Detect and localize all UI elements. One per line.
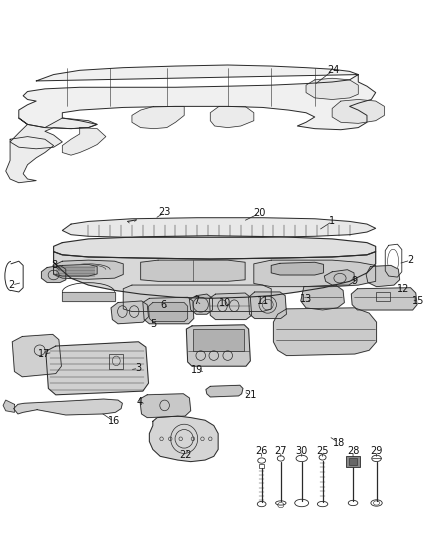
- Polygon shape: [10, 118, 97, 149]
- Polygon shape: [6, 136, 53, 183]
- Bar: [259, 464, 264, 468]
- Polygon shape: [111, 301, 148, 324]
- Polygon shape: [62, 217, 376, 237]
- Polygon shape: [62, 292, 115, 301]
- Text: 7: 7: [193, 296, 199, 306]
- Text: 19: 19: [191, 365, 203, 375]
- Polygon shape: [14, 399, 122, 415]
- Text: 30: 30: [296, 446, 308, 456]
- Polygon shape: [249, 292, 286, 318]
- Polygon shape: [306, 78, 358, 100]
- Polygon shape: [273, 308, 377, 356]
- Polygon shape: [186, 325, 251, 366]
- Text: 22: 22: [179, 450, 191, 460]
- Polygon shape: [206, 385, 243, 397]
- Polygon shape: [42, 265, 66, 282]
- Text: 24: 24: [327, 66, 339, 75]
- Polygon shape: [148, 303, 187, 321]
- Polygon shape: [123, 285, 271, 312]
- Bar: [193, 329, 244, 351]
- Polygon shape: [143, 297, 194, 324]
- Text: 6: 6: [160, 300, 166, 310]
- Text: 15: 15: [412, 296, 424, 306]
- Polygon shape: [271, 262, 323, 275]
- Text: 8: 8: [51, 261, 57, 270]
- Polygon shape: [254, 260, 376, 287]
- Polygon shape: [132, 107, 184, 128]
- Text: 5: 5: [150, 319, 156, 329]
- Bar: [376, 292, 390, 302]
- Polygon shape: [351, 288, 417, 310]
- Polygon shape: [46, 342, 148, 395]
- Polygon shape: [53, 236, 376, 259]
- Text: 20: 20: [253, 208, 265, 219]
- Text: 21: 21: [244, 390, 257, 400]
- Polygon shape: [12, 334, 61, 377]
- Polygon shape: [19, 65, 376, 130]
- Text: 4: 4: [137, 397, 143, 407]
- Text: 2: 2: [9, 280, 15, 290]
- Polygon shape: [149, 416, 218, 462]
- Text: 11: 11: [257, 296, 269, 306]
- Polygon shape: [189, 294, 212, 314]
- Text: 29: 29: [371, 446, 383, 456]
- Polygon shape: [62, 127, 106, 155]
- Text: 13: 13: [300, 294, 312, 304]
- Polygon shape: [324, 270, 355, 285]
- Polygon shape: [366, 265, 399, 287]
- Polygon shape: [53, 264, 97, 276]
- Text: 2: 2: [407, 255, 413, 265]
- Text: 27: 27: [275, 446, 287, 456]
- Polygon shape: [301, 285, 344, 310]
- Bar: [349, 458, 357, 465]
- Text: 17: 17: [38, 349, 50, 359]
- Polygon shape: [3, 400, 14, 413]
- Polygon shape: [53, 252, 376, 298]
- Text: 3: 3: [135, 364, 141, 373]
- Text: 12: 12: [396, 284, 409, 294]
- Polygon shape: [332, 100, 385, 123]
- Polygon shape: [140, 394, 191, 418]
- Polygon shape: [53, 260, 123, 279]
- Polygon shape: [210, 107, 254, 127]
- Text: 10: 10: [219, 297, 232, 308]
- Text: 23: 23: [159, 207, 171, 217]
- Polygon shape: [141, 260, 245, 281]
- Text: 28: 28: [347, 446, 359, 456]
- Text: 25: 25: [316, 446, 329, 456]
- Bar: [346, 456, 360, 467]
- Bar: [110, 354, 123, 369]
- Polygon shape: [209, 293, 252, 319]
- Text: 16: 16: [108, 416, 120, 426]
- Text: 26: 26: [255, 446, 268, 456]
- Text: 9: 9: [352, 276, 358, 286]
- Text: 1: 1: [329, 216, 335, 227]
- Text: 18: 18: [332, 438, 345, 448]
